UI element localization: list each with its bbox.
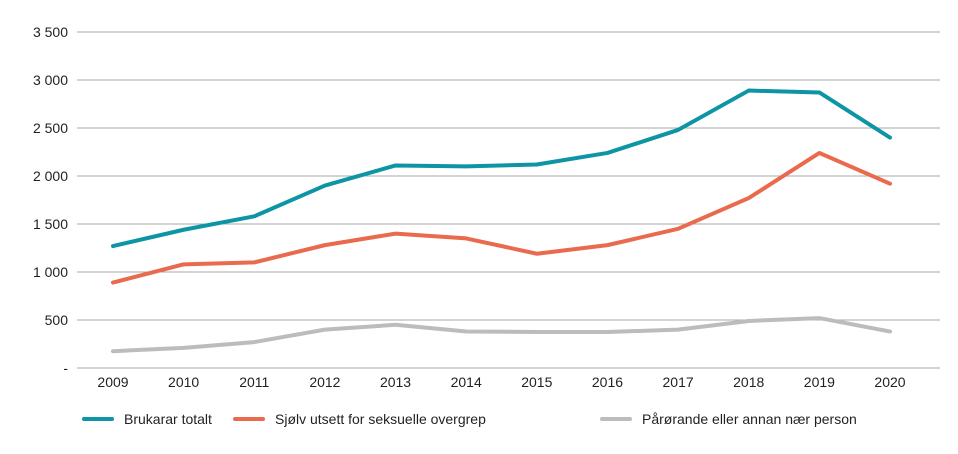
y-tick-label: 2 000 <box>33 168 68 184</box>
y-tick-label: - <box>63 360 68 376</box>
y-tick-label: 3 500 <box>33 24 68 40</box>
y-tick-label: 500 <box>45 312 69 328</box>
x-tick-label: 2011 <box>239 374 269 390</box>
line-chart: - 500 1 000 1 500 2 000 2 500 3 000 3 500 2009 20… <box>33 24 940 390</box>
x-tick-label: 2016 <box>592 374 623 390</box>
legend-label: Brukarar totalt <box>124 411 212 427</box>
legend-item-parorande: Pårørande eller annan nær person <box>600 410 857 428</box>
x-tick-label: 2014 <box>451 374 482 390</box>
y-tick-label: 2 500 <box>33 120 68 136</box>
chart-legend: Brukarar totalt Sjølv utsett for seksuel… <box>0 410 958 434</box>
x-tick-label: 2015 <box>521 374 552 390</box>
legend-label: Pårørande eller annan nær person <box>642 411 857 427</box>
x-tick-label: 2017 <box>663 374 694 390</box>
legend-swatch-gray <box>600 417 632 421</box>
x-tick-label: 2010 <box>168 374 199 390</box>
legend-swatch-orange <box>233 417 265 421</box>
x-tick-label: 2019 <box>804 374 835 390</box>
x-tick-label: 2013 <box>380 374 411 390</box>
legend-label: Sjølv utsett for seksuelle overgrep <box>275 411 486 427</box>
y-tick-label: 1 000 <box>33 264 68 280</box>
x-tick-label: 2009 <box>97 374 128 390</box>
x-tick-label: 2020 <box>874 374 905 390</box>
legend-item-brukarar-totalt: Brukarar totalt <box>82 410 212 428</box>
y-tick-label: 1 500 <box>33 216 68 232</box>
series-line-sj-lv-utsett-for-seksuelle-overgrep <box>111 150 892 285</box>
series-line-brukarar-totalt <box>111 88 892 249</box>
x-tick-label: 2012 <box>309 374 340 390</box>
series-line-p-r-rande-eller-annan-n-r-person <box>111 316 892 354</box>
y-tick-label: 3 000 <box>33 72 68 88</box>
x-tick-label: 2018 <box>733 374 764 390</box>
legend-swatch-teal <box>82 417 114 421</box>
legend-item-sjolv-utsett: Sjølv utsett for seksuelle overgrep <box>233 410 486 428</box>
